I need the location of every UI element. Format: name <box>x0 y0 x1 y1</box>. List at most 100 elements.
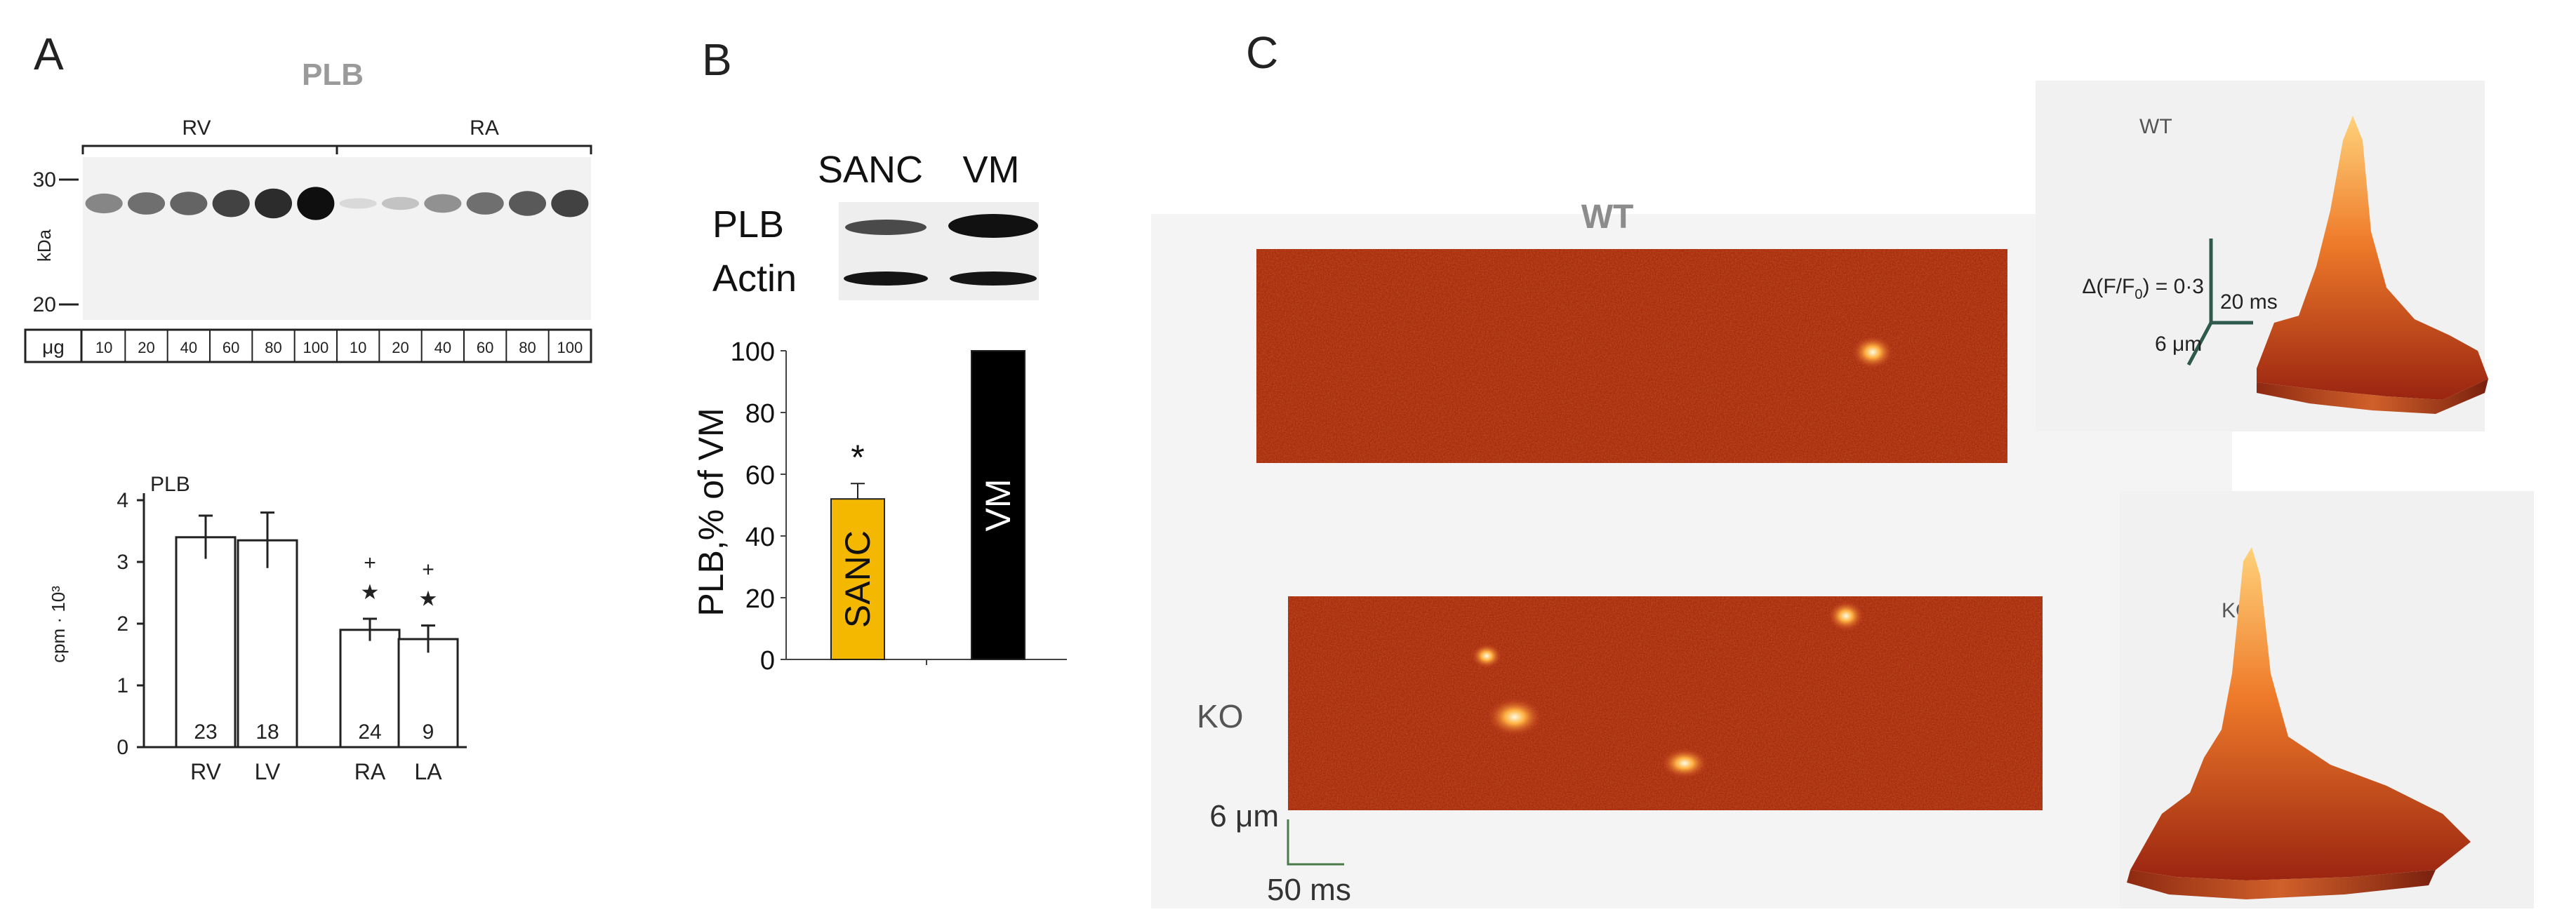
chart-a-title: PLB <box>150 473 190 496</box>
surface-scale-bar <box>2186 239 2253 366</box>
chart-b-bar-sanc <box>830 498 885 660</box>
chart-a-xtick: LV <box>255 759 281 784</box>
load-cell: 10 <box>95 339 112 356</box>
panel-a-blot-title: PLB <box>302 58 364 92</box>
load-cell: 20 <box>392 339 409 356</box>
chart-a-ytick: 4 <box>117 489 128 512</box>
blot-row-plb: PLB <box>712 203 784 246</box>
blot-band <box>212 189 250 217</box>
chart-a-n-label: 23 <box>194 720 217 744</box>
blot-membrane <box>83 157 591 320</box>
chart-b-bar-label: VM <box>978 479 1018 532</box>
wt-spark <box>1852 335 1894 369</box>
band-actin-sanc <box>844 271 928 286</box>
ko-spark-4 <box>1661 748 1708 779</box>
load-cell: 100 <box>557 339 583 356</box>
ko-label: KO <box>1197 698 1243 735</box>
panel-c-letter: C <box>1246 27 1279 78</box>
group-label-ra: RA <box>470 116 499 140</box>
blot-col-sanc: SANC <box>818 149 923 191</box>
surface-scale-time: 20 ms <box>2220 290 2278 314</box>
mw-unit: kDa <box>34 229 55 262</box>
surface-scale-space: 6 μm <box>2155 333 2202 356</box>
blot-col-vm: VM <box>963 149 1020 191</box>
panel-a-letter: A <box>34 29 64 79</box>
chart-b-marker: * <box>851 438 864 477</box>
blot-band <box>424 194 462 213</box>
chart-a-n-label: 18 <box>255 720 279 744</box>
load-cell: 40 <box>434 339 451 356</box>
image-scale-space: 6 μm <box>1209 799 1279 833</box>
blot-band <box>254 188 293 219</box>
chart-b-bar-label: SANC <box>838 530 877 628</box>
wt-label: WT <box>1581 199 1634 236</box>
blot-band <box>339 198 377 209</box>
chart-a-marker: + <box>364 551 376 575</box>
chart-a-n-label: 24 <box>358 720 381 744</box>
band-actin-vm <box>950 271 1037 286</box>
chart-a-ytick: 1 <box>117 674 128 697</box>
panel-b-bar-chart: PLB,% of VM 0 20 40 60 80 100 SANC * VM <box>691 337 1067 676</box>
wt-surface-label: WT <box>2139 115 2172 138</box>
chart-b-bar-vm <box>971 350 1025 660</box>
chart-a-marker: ★ <box>361 581 380 604</box>
load-table <box>24 328 592 363</box>
chart-a-marker: ★ <box>419 588 438 611</box>
chart-b-ytick: 80 <box>745 399 775 429</box>
blot-band <box>466 192 504 215</box>
blot-band <box>381 196 420 210</box>
blot-band <box>170 192 208 215</box>
band-plb-vm <box>948 214 1038 238</box>
chart-a-n-label: 9 <box>423 720 434 744</box>
image-scale-bar <box>1287 819 1344 866</box>
chart-b-ytick: 60 <box>745 461 775 490</box>
rv-bracket <box>81 145 338 154</box>
load-cell: 60 <box>477 339 493 356</box>
chart-a-ytick: 3 <box>117 551 128 574</box>
blot-band <box>85 193 123 214</box>
surface-scale-df: Δ(F/F0) = 0·3 <box>2082 275 2204 302</box>
mw-marker-20: 20 <box>33 293 56 316</box>
wt-surface-plot <box>2257 116 2488 400</box>
load-unit: μg <box>42 336 65 358</box>
chart-b-ytick: 100 <box>731 337 775 367</box>
load-cell: 80 <box>519 339 536 356</box>
panel-b-letter: B <box>702 34 732 85</box>
load-cell: 60 <box>223 339 239 356</box>
chart-b-ytick: 20 <box>745 584 775 614</box>
chart-a-ytick: 2 <box>117 612 128 636</box>
chart-a-ylabel: cpm · 10³ <box>48 586 69 663</box>
blot-bands <box>85 187 589 220</box>
chart-a-xtick: RA <box>354 759 386 784</box>
blot-band <box>508 191 547 216</box>
load-cell: 40 <box>180 339 197 356</box>
load-cell: 80 <box>265 339 281 356</box>
chart-a-marker: + <box>422 558 434 582</box>
chart-a-bar-la <box>397 638 459 749</box>
ra-bracket <box>337 145 592 154</box>
blot-band <box>297 187 335 220</box>
blot-band <box>127 192 166 215</box>
image-scale-time: 50 ms <box>1267 873 1351 907</box>
blot-row-actin: Actin <box>712 257 797 300</box>
load-cells: 10 20 40 60 80 100 10 20 40 60 80 100 <box>95 330 583 362</box>
chart-a-xtick: LA <box>414 759 442 784</box>
chart-a-xtick: RV <box>190 759 222 784</box>
ko-spark-2 <box>1471 643 1502 669</box>
load-cell: 20 <box>138 339 154 356</box>
ko-spark-3 <box>1487 697 1543 737</box>
chart-b-ytick: 0 <box>760 646 775 676</box>
panel-b-blot: SANC VM PLB Actin <box>712 149 1039 300</box>
panel-a-western-blot: RV RA 30 20 kDa μg 10 20 40 60 80 100 10 20 40 60… <box>24 116 592 363</box>
chart-b-ytick: 40 <box>745 523 775 552</box>
band-plb-sanc <box>845 220 927 235</box>
ko-spark-1 <box>1828 601 1864 631</box>
mw-marker-30: 30 <box>33 168 56 192</box>
chart-a-ytick: 0 <box>117 736 128 759</box>
ko-surface-plot <box>2130 547 2471 880</box>
chart-a-bar-rv <box>175 536 237 749</box>
chart-b-ylabel: PLB,% of VM <box>691 408 731 616</box>
group-label-rv: RV <box>182 116 211 140</box>
